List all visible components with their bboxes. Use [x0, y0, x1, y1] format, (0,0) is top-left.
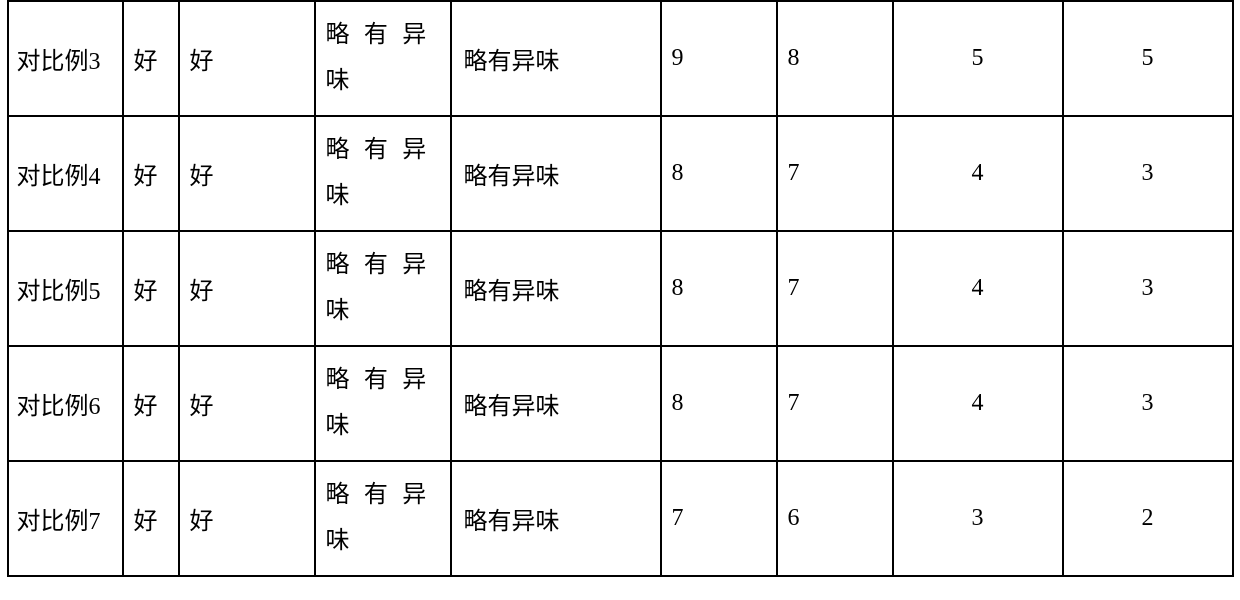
cell-value: 4	[893, 231, 1063, 346]
cell-note-line2: 味	[326, 528, 350, 554]
cell-note: 略有异味	[451, 461, 661, 576]
cell-note: 略有异 味	[315, 1, 451, 116]
cell-note-line2: 味	[326, 413, 350, 439]
cell-rating: 好	[179, 116, 315, 231]
cell-value: 8	[661, 116, 777, 231]
cell-note-line2: 味	[326, 68, 350, 94]
cell-value: 3	[1063, 231, 1233, 346]
cell-note: 略有异 味	[315, 116, 451, 231]
cell-value: 7	[777, 231, 893, 346]
table-row: 对比例5 好 好 略有异 味 略有异味 8 7 4 3	[8, 231, 1233, 346]
cell-note-line1: 略有异	[326, 128, 427, 174]
cell-value: 4	[893, 346, 1063, 461]
table-row: 对比例4 好 好 略有异 味 略有异味 8 7 4 3	[8, 116, 1233, 231]
page: 对比例3 好 好 略有异 味 略有异味 9 8 5 5 对比例4 好 好 略有异	[0, 0, 1240, 600]
cell-label: 对比例7	[8, 461, 123, 576]
cell-note-line1: 略有异	[326, 473, 427, 519]
cell-note-line1: 略有异	[326, 13, 427, 59]
cell-value: 7	[777, 346, 893, 461]
cell-label: 对比例5	[8, 231, 123, 346]
cell-note: 略有异 味	[315, 346, 451, 461]
cell-rating: 好	[179, 1, 315, 116]
cell-rating: 好	[179, 346, 315, 461]
cell-note-line1: 略有异	[326, 243, 427, 289]
cell-value: 5	[1063, 1, 1233, 116]
data-table: 对比例3 好 好 略有异 味 略有异味 9 8 5 5 对比例4 好 好 略有异	[7, 0, 1234, 577]
cell-note-line1: 略有异	[326, 358, 427, 404]
cell-value: 7	[661, 461, 777, 576]
cell-value: 6	[777, 461, 893, 576]
cell-value: 8	[661, 346, 777, 461]
cell-note-line2: 味	[326, 183, 350, 209]
cell-rating: 好	[123, 231, 179, 346]
cell-value: 9	[661, 1, 777, 116]
table-row: 对比例7 好 好 略有异 味 略有异味 7 6 3 2	[8, 461, 1233, 576]
cell-value: 2	[1063, 461, 1233, 576]
cell-label: 对比例3	[8, 1, 123, 116]
cell-note: 略有异 味	[315, 461, 451, 576]
cell-rating: 好	[179, 231, 315, 346]
cell-rating: 好	[123, 1, 179, 116]
cell-note-line2: 味	[326, 298, 350, 324]
cell-rating: 好	[123, 346, 179, 461]
cell-value: 5	[893, 1, 1063, 116]
cell-rating: 好	[123, 116, 179, 231]
cell-rating: 好	[123, 461, 179, 576]
table-row: 对比例6 好 好 略有异 味 略有异味 8 7 4 3	[8, 346, 1233, 461]
cell-value: 4	[893, 116, 1063, 231]
cell-note: 略有异味	[451, 1, 661, 116]
cell-value: 8	[777, 1, 893, 116]
cell-note: 略有异味	[451, 231, 661, 346]
cell-label: 对比例6	[8, 346, 123, 461]
table-row: 对比例3 好 好 略有异 味 略有异味 9 8 5 5	[8, 1, 1233, 116]
cell-label: 对比例4	[8, 116, 123, 231]
cell-rating: 好	[179, 461, 315, 576]
cell-note: 略有异味	[451, 346, 661, 461]
cell-value: 3	[1063, 346, 1233, 461]
cell-note: 略有异 味	[315, 231, 451, 346]
cell-value: 3	[893, 461, 1063, 576]
cell-value: 7	[777, 116, 893, 231]
cell-value: 8	[661, 231, 777, 346]
cell-value: 3	[1063, 116, 1233, 231]
cell-note: 略有异味	[451, 116, 661, 231]
